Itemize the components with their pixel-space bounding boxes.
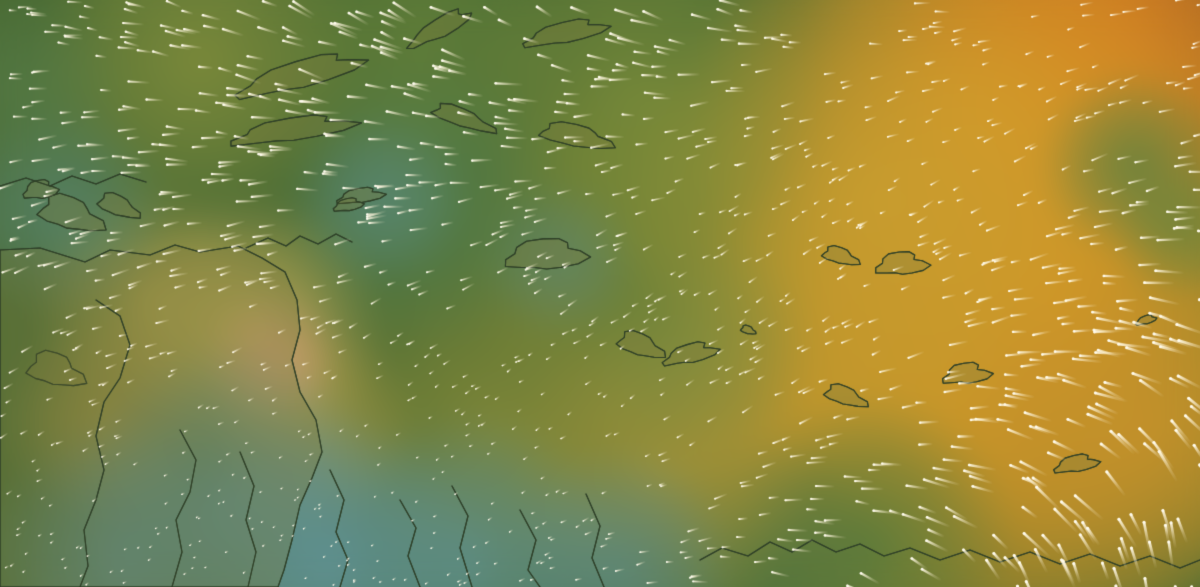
wind-particle-layer [0, 0, 1200, 587]
wind-map-canvas[interactable] [0, 0, 1200, 587]
